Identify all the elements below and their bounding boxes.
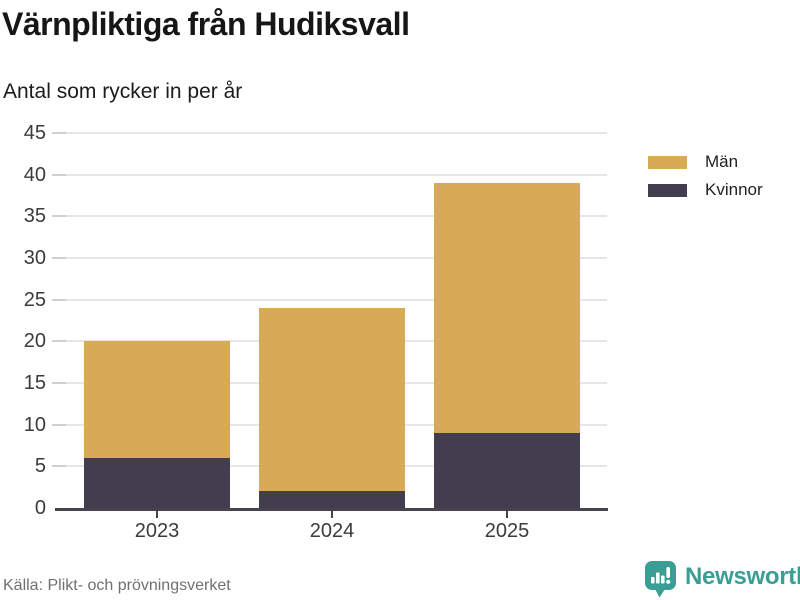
y-tick-label: 25 xyxy=(23,288,46,311)
y-tick-mark xyxy=(52,173,66,176)
y-tick-label: 40 xyxy=(23,163,46,186)
legend-label: Kvinnor xyxy=(705,180,763,199)
y-tick-label: 20 xyxy=(23,330,46,353)
x-tick-label: 2023 xyxy=(134,520,180,542)
y-tick-mark xyxy=(52,215,66,218)
grid-line xyxy=(58,173,607,176)
newsworthy-logo-icon xyxy=(645,561,676,598)
y-tick-label: 30 xyxy=(23,247,46,269)
grid-line xyxy=(58,215,607,218)
y-tick-label: 0 xyxy=(34,497,46,519)
legend: Män Kvinnor xyxy=(648,148,763,204)
y-tick-mark xyxy=(52,423,66,426)
bar-segment-kvinnor-2023 xyxy=(84,458,230,508)
grid-line xyxy=(58,257,607,259)
bar-segment-män-2023 xyxy=(84,341,230,458)
bar-segment-män-2024 xyxy=(259,308,405,492)
y-tick-mark xyxy=(52,465,66,468)
y-tick-mark xyxy=(52,382,66,384)
legend-swatch-män xyxy=(648,155,687,169)
legend-swatch-kvinnor xyxy=(648,183,687,197)
y-tick-mark xyxy=(52,257,66,259)
bar-segment-kvinnor-2024 xyxy=(259,491,405,508)
legend-item-kvinnor: Kvinnor xyxy=(648,176,763,204)
x-tick-label: 2025 xyxy=(484,520,530,542)
x-tick-mark xyxy=(331,511,333,518)
branding-name: Newsworthy xyxy=(685,563,800,590)
y-tick-label: 35 xyxy=(23,205,46,228)
grid-line xyxy=(58,298,607,301)
bar-segment-kvinnor-2025 xyxy=(434,433,580,508)
legend-item-män: Män xyxy=(648,148,763,176)
y-tick-mark xyxy=(52,340,66,343)
y-tick-label: 10 xyxy=(23,413,46,436)
y-tick-mark xyxy=(52,132,66,134)
y-tick-mark xyxy=(52,298,66,301)
x-axis-line xyxy=(55,508,608,511)
x-tick-mark xyxy=(506,511,508,518)
chart-title: Värnpliktiga från Hudiksvall xyxy=(2,6,410,42)
x-tick-mark xyxy=(156,511,158,518)
legend-label: Män xyxy=(705,152,739,171)
x-tick-label: 2024 xyxy=(309,520,355,542)
branding: Newsworthy xyxy=(644,560,800,598)
y-tick-label: 45 xyxy=(23,122,46,144)
y-tick-label: 5 xyxy=(34,455,46,478)
y-tick-label: 15 xyxy=(23,372,46,394)
chart-subtitle: Antal som rycker in per år xyxy=(3,80,243,103)
bar-segment-män-2025 xyxy=(434,183,580,433)
grid-line xyxy=(58,132,607,134)
source-note: Källa: Plikt- och prövningsverket xyxy=(3,577,231,594)
